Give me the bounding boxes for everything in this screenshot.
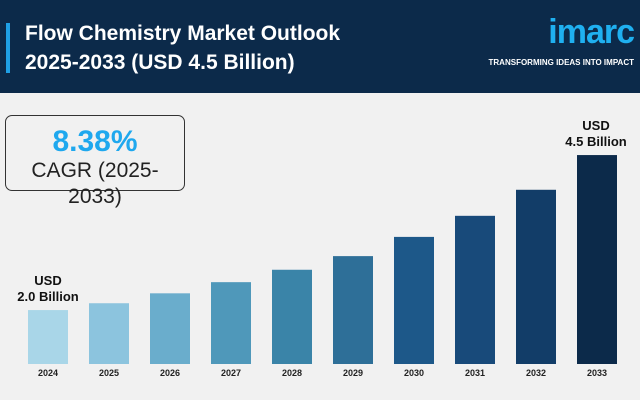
data-label-line-2: 4.5 Billion — [565, 134, 627, 150]
x-tick-label: 2026 — [160, 368, 180, 378]
bar-2032 — [516, 189, 556, 364]
cagr-value: 8.38% — [52, 125, 138, 158]
x-tick-label: 2025 — [99, 368, 119, 378]
page-title: Flow Chemistry Market Outlook 2025-2033 … — [25, 19, 340, 77]
title-accent-bar — [6, 23, 10, 73]
x-tick-label: 2033 — [587, 368, 607, 378]
bar-2028 — [272, 269, 312, 364]
header-banner: Flow Chemistry Market Outlook 2025-2033 … — [0, 0, 640, 93]
x-tick-label: 2031 — [465, 368, 485, 378]
bar-2026 — [150, 293, 190, 364]
bar-2029 — [333, 256, 373, 364]
title-line-1: Flow Chemistry Market Outlook — [25, 22, 341, 45]
logo-tagline: TRANSFORMING IDEAS INTO IMPACT — [488, 58, 634, 67]
bar-2030 — [394, 236, 434, 364]
x-tick-label: 2032 — [526, 368, 546, 378]
x-tick-label: 2029 — [343, 368, 363, 378]
bar-2025 — [89, 303, 129, 364]
data-label-2033: USD 4.5 Billion — [556, 118, 636, 150]
bar-2027 — [211, 282, 251, 364]
cagr-box: 8.38% CAGR (2025-2033) — [5, 115, 185, 208]
data-label-line-2: 2.0 Billion — [17, 289, 79, 305]
data-label-line-1: USD — [34, 273, 62, 289]
title-line-2: 2025-2033 (USD 4.5 Billion) — [25, 51, 295, 74]
x-tick-label: 2028 — [282, 368, 302, 378]
x-tick-label: 2030 — [404, 368, 424, 378]
bar-2024 — [28, 310, 68, 364]
bar-2031 — [455, 215, 495, 364]
data-label-line-1: USD — [582, 118, 610, 134]
imarc-logo: imarc — [548, 13, 635, 51]
x-tick-label: 2027 — [221, 368, 241, 378]
cagr-label: CAGR (2025-2033) — [31, 159, 159, 208]
x-tick-label: 2024 — [38, 368, 58, 378]
data-label-2024: USD 2.0 Billion — [8, 273, 88, 305]
bar-2033 — [577, 155, 617, 364]
